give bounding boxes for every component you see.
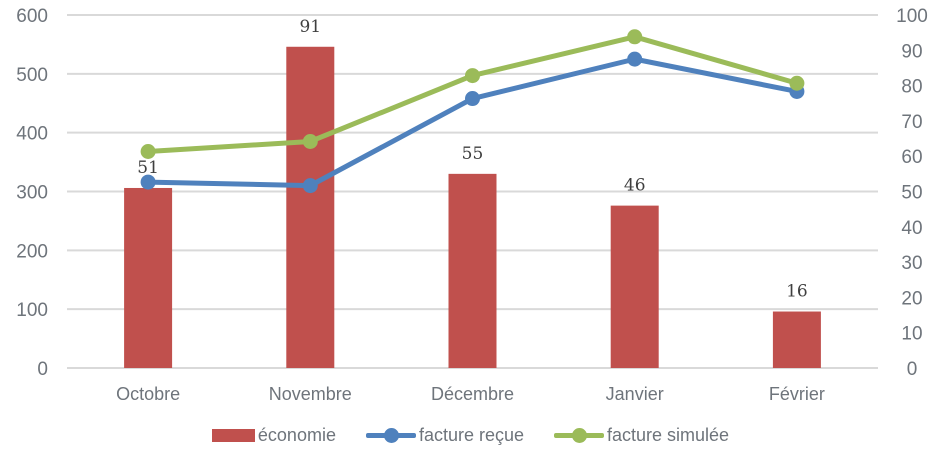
bar-data-label: 51 <box>137 158 159 178</box>
left-axis-tick-label: 500 <box>16 65 48 86</box>
marker-facture simulée <box>302 133 318 149</box>
right-axis-tick-label: 70 <box>901 112 922 133</box>
right-axis-tick-label: 60 <box>901 147 922 168</box>
x-axis-category-label: Décembre <box>431 384 514 404</box>
legend-item-facture-simulee: facture simulée <box>554 426 729 444</box>
right-axis-tick-label: 80 <box>901 77 922 98</box>
right-axis-tick-label: 50 <box>901 183 922 204</box>
legend-swatch-bar-icon <box>211 428 255 442</box>
left-axis-tick-label: 400 <box>16 124 48 145</box>
left-axis-tick-label: 100 <box>16 300 48 321</box>
x-axis-category-label: Octobre <box>116 384 180 404</box>
right-axis-tick-label: 0 <box>907 359 918 380</box>
marker-facture simulée <box>140 143 156 159</box>
bar-économie <box>124 187 173 368</box>
marker-facture simulée <box>627 29 643 45</box>
bar-économie <box>448 173 497 368</box>
marker-facture reçue <box>465 91 480 107</box>
right-axis-tick-label: 100 <box>896 6 928 27</box>
bar-économie <box>772 311 821 368</box>
bar-data-label: 16 <box>786 282 808 302</box>
x-axis-category-label: Novembre <box>269 384 352 404</box>
right-axis-tick-label: 30 <box>901 253 922 274</box>
marker-facture simulée <box>789 75 805 91</box>
bar-économie <box>286 46 335 369</box>
left-axis-tick-label: 300 <box>16 183 48 204</box>
chart-legend: économie facture reçue facture simulée <box>0 426 941 444</box>
legend-item-economie: économie <box>211 425 336 445</box>
left-axis-tick-label: 200 <box>16 241 48 262</box>
legend-swatch-line-marker-icon <box>365 427 416 443</box>
legend-line-dot <box>383 427 399 443</box>
bar-data-label: 91 <box>299 17 321 37</box>
right-axis-tick-label: 90 <box>901 41 922 62</box>
legend-swatch-line-marker-icon <box>554 427 605 443</box>
bar-data-label: 46 <box>624 176 646 196</box>
legend-label-facture-recue: facture reçue <box>418 425 525 445</box>
x-axis-category-label: Février <box>769 384 825 404</box>
bar-data-label: 55 <box>462 144 484 164</box>
left-axis-tick-label: 0 <box>37 359 48 380</box>
right-axis-tick-label: 40 <box>901 218 922 239</box>
marker-facture simulée <box>465 68 480 84</box>
left-axis-tick-label: 600 <box>16 6 48 27</box>
right-axis-tick-label: 20 <box>901 288 922 309</box>
legend-label-facture-simulee: facture simulée <box>607 425 730 445</box>
marker-facture reçue <box>627 51 643 67</box>
legend-item-facture-recue: facture reçue <box>365 425 525 445</box>
marker-facture reçue <box>302 178 318 194</box>
right-axis-tick-label: 10 <box>901 324 922 345</box>
marker-facture reçue <box>140 174 156 190</box>
bar-économie <box>610 205 659 368</box>
x-axis-category-label: Janvier <box>606 384 664 404</box>
legend-label-economie: économie <box>257 425 336 445</box>
legend-line-dot <box>572 427 588 443</box>
